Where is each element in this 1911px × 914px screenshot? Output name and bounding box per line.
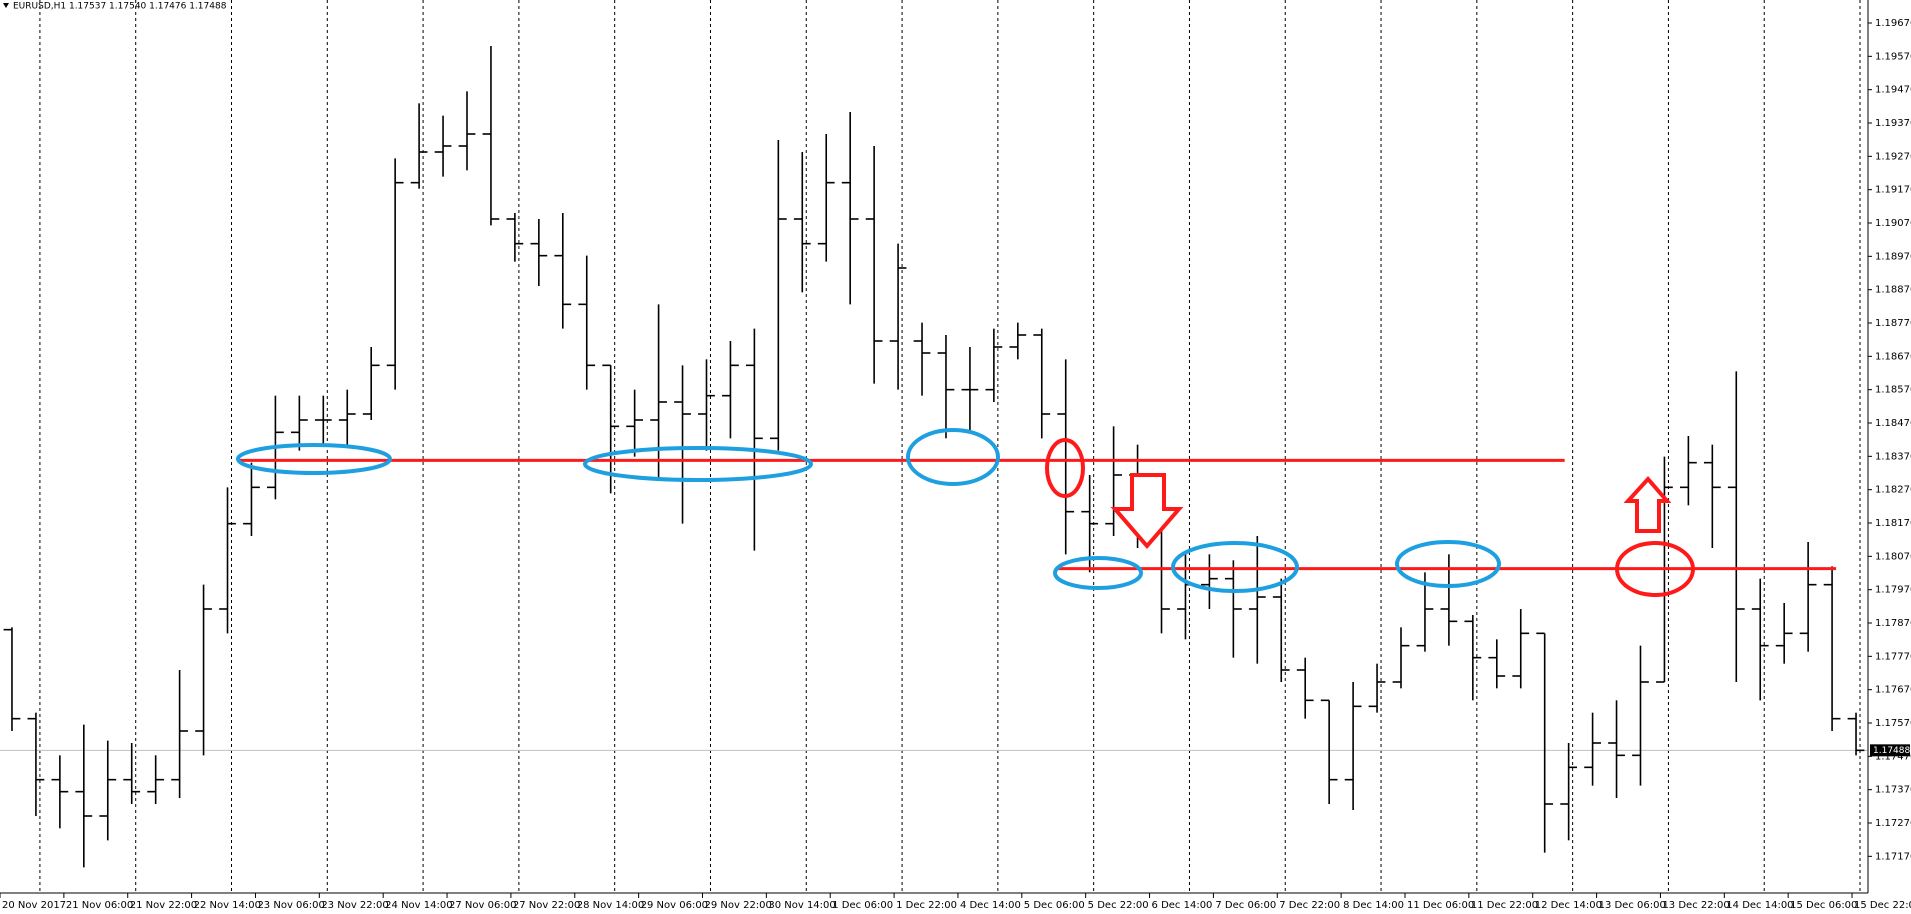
x-tick-label: 29 Nov 22:00 [704,900,771,911]
y-tick-label: 1.19170 [1875,185,1911,196]
y-tick-label: 1.19570 [1875,51,1911,62]
x-tick-label: 23 Nov 06:00 [257,900,324,911]
x-tick-label: 23 Nov 22:00 [321,900,388,911]
chart-title: EURUSD,H1 1.17537 1.17540 1.17476 1.1748… [13,2,227,12]
y-tick-label: 1.19070 [1875,218,1911,229]
y-tick-label: 1.17970 [1875,585,1911,596]
y-tick-label: 1.19670 [1875,18,1911,29]
x-tick-label: 5 Dec 06:00 [1024,900,1085,911]
annotations [236,428,1695,597]
y-tick-label: 1.17170 [1875,851,1911,862]
y-tick-label: 1.18370 [1875,451,1911,462]
y-tick-label: 1.17770 [1875,651,1911,662]
y-tick-label: 1.18770 [1875,318,1911,329]
x-tick-label: 11 Dec 06:00 [1407,900,1474,911]
red-ellipse [1615,541,1695,597]
y-tick-label: 1.18870 [1875,285,1911,296]
x-tick-label: 15 Dec 06:00 [1790,900,1857,911]
x-tick-label: 11 Dec 22:00 [1471,900,1538,911]
y-tick-label: 1.17570 [1875,718,1911,729]
levels [239,458,1837,571]
blue-ellipse [1395,540,1501,588]
last-price-label: 1.17488 [1873,746,1910,756]
y-tick-label: 1.18270 [1875,485,1911,496]
y-tick-label: 1.18670 [1875,351,1911,362]
x-tick-label: 5 Dec 22:00 [1088,900,1149,911]
x-tick-label: 13 Dec 22:00 [1662,900,1729,911]
up-arrow [1623,475,1672,533]
y-tick-label: 1.17370 [1875,785,1911,796]
x-tick-label: 6 Dec 14:00 [1152,900,1213,911]
x-tick-label: 12 Dec 14:00 [1535,900,1602,911]
blue-ellipse [906,428,1000,486]
x-tick-label: 21 Nov 22:00 [130,900,197,911]
x-tick-label: 14 Dec 14:00 [1726,900,1793,911]
x-tick-label: 28 Nov 14:00 [577,900,644,911]
x-tick-label: 27 Nov 06:00 [449,900,516,911]
y-tick-label: 1.19470 [1875,85,1911,96]
y-tick-label: 1.18570 [1875,385,1911,396]
x-tick-label: 7 Dec 06:00 [1215,900,1276,911]
y-tick-label: 1.17470 [1875,751,1911,762]
y-tick-label: 1.18970 [1875,251,1911,262]
x-tick-label: 1 Dec 22:00 [896,900,957,911]
blue-ellipse [1171,541,1299,593]
blue-ellipse [236,443,392,475]
y-tick-label: 1.18170 [1875,518,1911,529]
last-price-box [1870,744,1910,757]
y-tick-label: 1.18070 [1875,551,1911,562]
y-tick-label: 1.19370 [1875,118,1911,129]
x-tick-label: 15 Dec 22:00 [1854,900,1911,911]
bars [3,46,1865,868]
y-tick-label: 1.17870 [1875,618,1911,629]
y-tick-label: 1.18470 [1875,418,1911,429]
x-tick-label: 27 Nov 22:00 [513,900,580,911]
red-ellipse [1045,438,1085,498]
y-tick-label: 1.17270 [1875,818,1911,829]
down-arrow [1110,473,1184,550]
blue-ellipse [1053,556,1143,590]
x-tick-label: 20 Nov 2017 [2,900,66,911]
x-tick-label: 8 Dec 14:00 [1343,900,1404,911]
y-tick-label: 1.19270 [1875,151,1911,162]
x-tick-label: 1 Dec 06:00 [832,900,893,911]
x-tick-label: 30 Nov 14:00 [768,900,835,911]
grid [0,0,1868,893]
blue-ellipse [583,446,813,482]
x-tick-label: 24 Nov 14:00 [385,900,452,911]
y-tick-label: 1.17670 [1875,685,1911,696]
x-tick-label: 21 Nov 06:00 [66,900,133,911]
x-tick-label: 29 Nov 06:00 [641,900,708,911]
title-marker [3,3,9,8]
x-tick-label: 7 Dec 22:00 [1279,900,1340,911]
x-tick-label: 13 Dec 06:00 [1599,900,1666,911]
x-tick-label: 4 Dec 14:00 [960,900,1021,911]
x-tick-label: 22 Nov 14:00 [194,900,261,911]
